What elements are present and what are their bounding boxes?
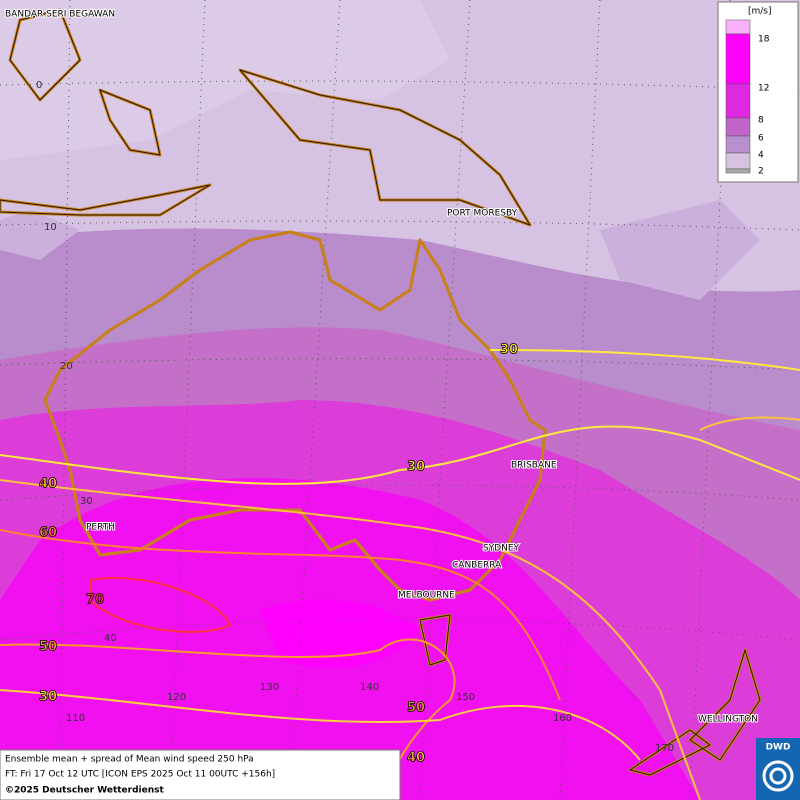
legend-label: 8 <box>758 116 764 126</box>
city-label: WELLINGTON <box>698 715 758 725</box>
contour-labels: 30 30 40 60 70 50 30 50 40 <box>39 342 519 766</box>
grid-label: 0 <box>36 80 42 91</box>
grid-label: 30 <box>80 496 93 507</box>
contour-label: 30 <box>39 690 57 705</box>
contour-label: 40 <box>407 751 425 766</box>
caption: Ensemble mean + spread of Mean wind spee… <box>0 749 401 800</box>
logo: DWD <box>756 738 800 800</box>
city-label: SYDNEY <box>483 544 520 554</box>
legend-label: 2 <box>758 167 764 177</box>
city-label: MELBOURNE <box>398 591 455 601</box>
caption-line: ©2025 Deutscher Wetterdienst <box>5 786 164 796</box>
legend-unit: [m/s] <box>748 7 772 17</box>
grid-label: 140 <box>360 682 379 693</box>
contour-label: 70 <box>86 593 104 608</box>
grid-label: 20 <box>60 361 73 372</box>
contour-label: 60 <box>39 526 57 541</box>
grid-label: 120 <box>167 692 186 703</box>
caption-line: FT: Fri 17 Oct 12 UTC [ICON EPS 2025 Oct… <box>5 770 275 780</box>
contours <box>0 349 800 800</box>
caption-line: Ensemble mean + spread of Mean wind spee… <box>5 755 254 765</box>
contour-label: 30 <box>500 343 518 358</box>
city-label: PERTH <box>86 523 115 533</box>
grid-label: 130 <box>260 682 279 693</box>
contour-label: 30 <box>407 460 425 475</box>
legend-label: 12 <box>758 84 769 94</box>
city-label: BRISBANE <box>511 461 557 471</box>
city-label: CANBERRA <box>452 561 502 571</box>
grid-label: 170 <box>655 743 674 754</box>
contour-label: 50 <box>407 701 425 716</box>
logo-text: DWD <box>766 743 791 753</box>
grid-label: 160 <box>553 713 572 724</box>
city-label: PORT MORESBY <box>447 209 518 219</box>
legend: [m/s] 18 12 8 6 4 2 <box>717 1 799 183</box>
legend-label: 6 <box>758 134 764 144</box>
legend-label: 4 <box>758 151 764 161</box>
coastlines <box>0 8 762 777</box>
grid-label: 110 <box>66 713 85 724</box>
grid-label: 40 <box>104 633 117 644</box>
grid-labels: 0 10 20 30 40 110 120 130 140 150 160 17… <box>36 80 674 754</box>
city-label: BANDAR SERI BEGAWAN <box>5 10 115 20</box>
contour-label: 40 <box>39 477 57 492</box>
grid-label: 150 <box>456 692 475 703</box>
legend-label: 18 <box>758 35 770 45</box>
cities: BANDAR SERI BEGAWAN PORT MORESBY BRISBAN… <box>4 9 759 726</box>
contour-label: 50 <box>39 640 57 655</box>
grid-label: 10 <box>44 222 57 233</box>
